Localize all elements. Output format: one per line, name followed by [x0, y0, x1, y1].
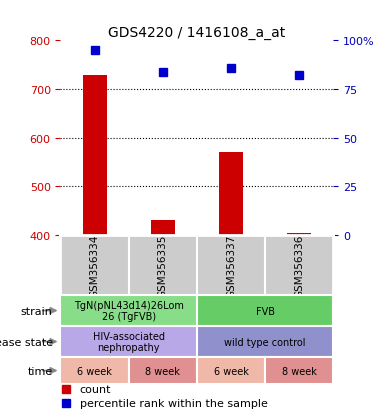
Text: 8 week: 8 week — [282, 366, 317, 376]
Text: FVB: FVB — [256, 306, 275, 316]
Bar — [83, 76, 106, 235]
Text: disease state: disease state — [0, 337, 53, 347]
Bar — [287, 233, 311, 235]
Text: percentile rank within the sample: percentile rank within the sample — [80, 399, 268, 408]
Bar — [219, 153, 243, 235]
Title: GDS4220 / 1416108_a_at: GDS4220 / 1416108_a_at — [108, 26, 285, 40]
Text: HIV-associated
nephropathy: HIV-associated nephropathy — [93, 331, 165, 353]
Bar — [60, 295, 197, 326]
Bar — [151, 221, 175, 235]
Text: strain: strain — [21, 306, 53, 316]
Text: GSM356335: GSM356335 — [158, 234, 168, 297]
Bar — [197, 295, 333, 326]
Bar — [197, 326, 333, 357]
Bar — [197, 357, 265, 384]
Bar — [265, 357, 333, 384]
Text: GSM356336: GSM356336 — [294, 234, 304, 297]
Text: GSM356334: GSM356334 — [90, 234, 99, 297]
Text: wild type control: wild type control — [225, 337, 306, 347]
Text: TgN(pNL43d14)26Lom
26 (TgFVB): TgN(pNL43d14)26Lom 26 (TgFVB) — [74, 300, 184, 322]
Text: 6 week: 6 week — [77, 366, 112, 376]
Text: time: time — [27, 366, 53, 376]
Bar — [60, 326, 197, 357]
Text: count: count — [80, 385, 111, 394]
Text: GSM356337: GSM356337 — [226, 234, 236, 297]
Text: 8 week: 8 week — [145, 366, 180, 376]
Text: 6 week: 6 week — [214, 366, 248, 376]
Bar — [129, 357, 197, 384]
Bar — [60, 357, 129, 384]
